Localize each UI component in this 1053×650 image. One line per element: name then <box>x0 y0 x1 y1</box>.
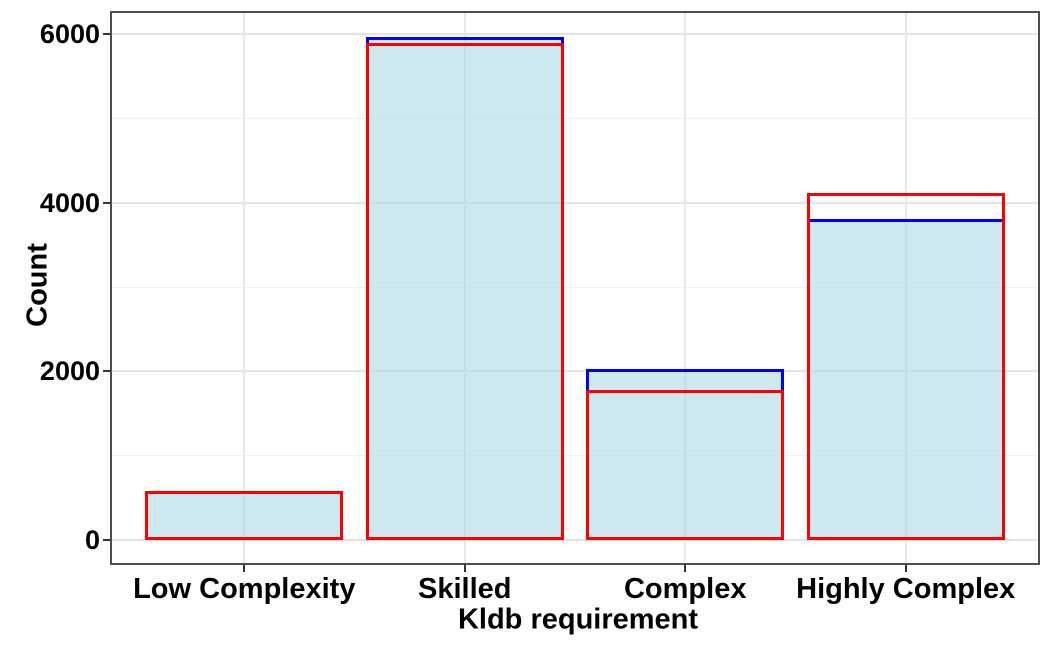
major-gridline-y-4000 <box>112 201 1038 204</box>
x-tick-label-2: Complex <box>623 573 747 605</box>
bar-low-complexity-red <box>145 490 344 540</box>
bar-skilled-red <box>365 43 564 540</box>
y-tick-mark-2000 <box>103 370 110 373</box>
bar-highly-complex-red <box>806 192 1005 540</box>
minor-gridline-y-5000 <box>112 117 1038 119</box>
major-gridline-y-2000 <box>112 370 1038 373</box>
minor-gridline-y-1000 <box>112 455 1038 457</box>
y-tick-mark-0 <box>103 539 110 541</box>
x-tick-mark-3 <box>904 565 907 572</box>
minor-gridline-y-3000 <box>112 286 1038 288</box>
gridline-x-0 <box>243 13 246 563</box>
plot-panel: 0 2000 4000 6000 Low Complexity Skilled Comple… <box>40 11 1040 605</box>
y-tick-label-0: 0 <box>84 525 100 555</box>
x-tick-label-1: Skilled <box>418 573 512 605</box>
y-tick-mark-6000 <box>103 33 110 35</box>
bar-complex-blue <box>586 368 785 540</box>
x-tick-label-0: Low Complexity <box>133 573 356 605</box>
y-axis-title: Count <box>21 243 54 327</box>
x-tick-mark-2 <box>684 565 687 572</box>
y-tick-mark-4000 <box>103 201 110 204</box>
y-tick-label-4000: 4000 <box>39 187 100 218</box>
gridline-x-2 <box>684 13 687 563</box>
x-axis-title: Kldb requirement <box>457 603 699 636</box>
x-tick-mark-0 <box>243 565 246 572</box>
y-tick-label-2000: 2000 <box>39 356 100 387</box>
major-gridline-y-0 <box>112 539 1038 541</box>
x-tick-mark-1 <box>463 565 466 572</box>
bar-complex-red <box>586 389 785 540</box>
bar-highly-complex-blue <box>806 218 1005 540</box>
x-tick-label-3: Highly Complex <box>796 573 1016 605</box>
y-tick-label-6000: 6000 <box>39 19 100 49</box>
major-gridline-y-6000 <box>112 33 1038 35</box>
